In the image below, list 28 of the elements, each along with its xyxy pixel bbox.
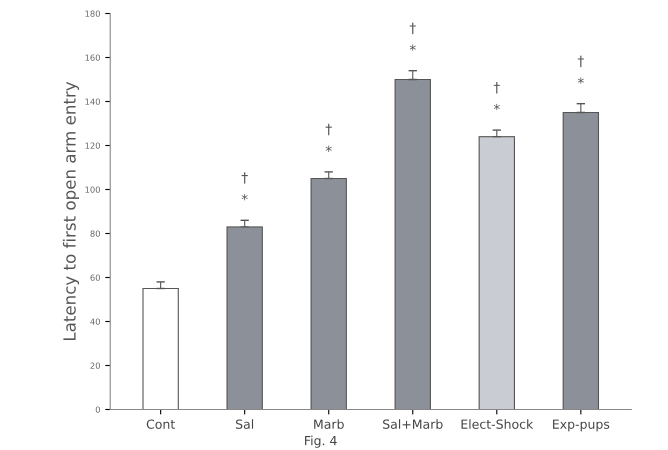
annotation: * bbox=[326, 146, 332, 152]
x-tick-label: Exp-pups bbox=[553, 420, 610, 432]
annotation: † bbox=[326, 124, 332, 136]
y-tick-label: 120 bbox=[86, 142, 100, 149]
annotation: * bbox=[578, 77, 584, 84]
y-tick-label: 80 bbox=[90, 230, 100, 237]
annotation: * bbox=[410, 44, 416, 51]
y-tick-label: 100 bbox=[86, 186, 100, 193]
y-tick-label: 160 bbox=[86, 54, 100, 61]
y-tick-label: 140 bbox=[86, 98, 100, 105]
y-tick-label: 60 bbox=[90, 274, 100, 281]
y-tick-label: 180 bbox=[86, 10, 100, 17]
caption: Fig. 4 bbox=[305, 436, 337, 448]
y-axis-title: Latency to first open arm entry bbox=[62, 82, 80, 340]
annotation: † bbox=[242, 172, 248, 184]
x-tick-label: Sal bbox=[236, 419, 254, 429]
annotation: † bbox=[578, 56, 584, 68]
annotation: † bbox=[410, 22, 416, 34]
x-tick-label: Sal+Marb bbox=[383, 419, 443, 429]
x-tick-label: Marb bbox=[314, 419, 344, 429]
annotation: † bbox=[494, 82, 500, 94]
annotation: * bbox=[494, 104, 500, 110]
y-tick-label: 0 bbox=[96, 406, 100, 413]
x-tick-label: Elect-Shock bbox=[462, 419, 534, 429]
y-tick-label: 40 bbox=[90, 318, 100, 325]
annotation: * bbox=[242, 194, 248, 200]
x-tick-label: Cont bbox=[146, 419, 175, 429]
y-tick-label: 20 bbox=[90, 362, 100, 369]
